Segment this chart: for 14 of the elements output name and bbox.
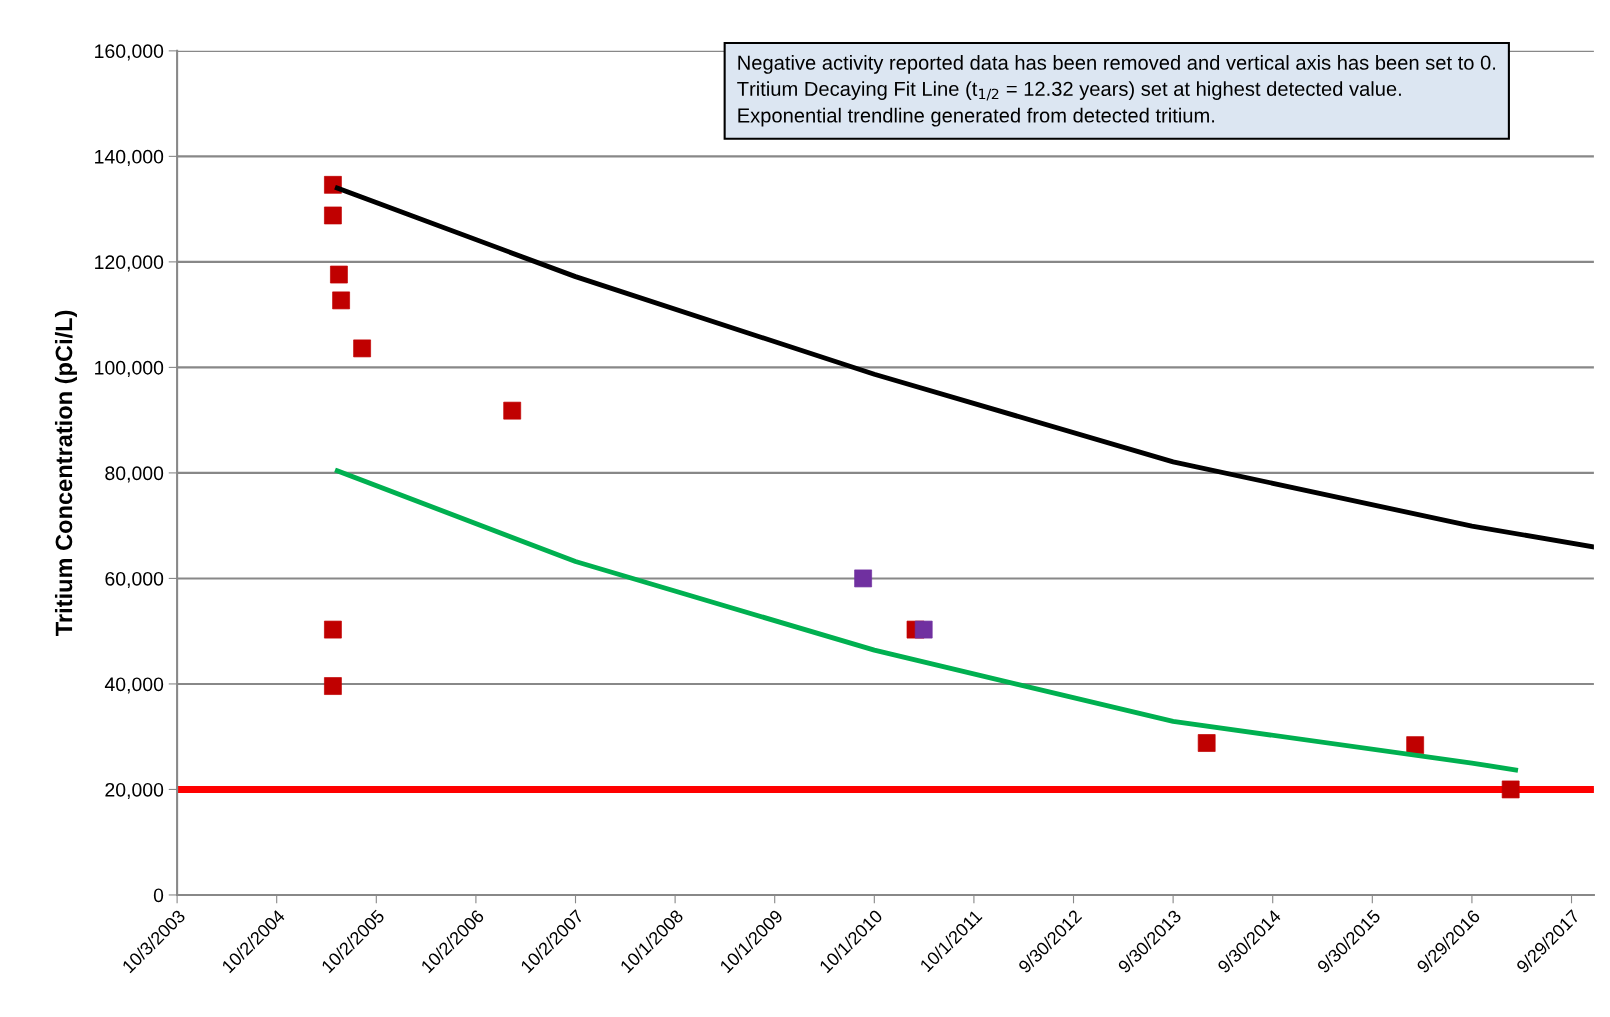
annotation: Exponential trendline generated from detected tritium. bbox=[738, 107, 1215, 127]
y-tick-label: 20,000 bbox=[105, 782, 164, 799]
y-tick-label: 60,000 bbox=[105, 571, 164, 588]
y-tick-label: 160,000 bbox=[95, 44, 164, 61]
y-tick-label: 140,000 bbox=[95, 149, 164, 166]
y-tick-label: 80,000 bbox=[105, 466, 164, 483]
y-tick-label: 100,000 bbox=[95, 360, 164, 377]
annotation: Negative activity reported data has been removed and vertical axis has been set to 0. bbox=[738, 55, 1496, 74]
y-axis-title: Tritium Concentration (pCi/L) bbox=[54, 310, 77, 636]
annotation: Tritium Decaying Fit Line (t$_{1/2}$ = 12.32 years) set at highest detected value. bbox=[737, 81, 1401, 101]
y-tick-label: 0 bbox=[153, 888, 164, 903]
line-series bbox=[334, 468, 1519, 773]
y-tick-label: 40,000 bbox=[104, 677, 164, 694]
y-tick-label: 120,000 bbox=[95, 255, 164, 272]
